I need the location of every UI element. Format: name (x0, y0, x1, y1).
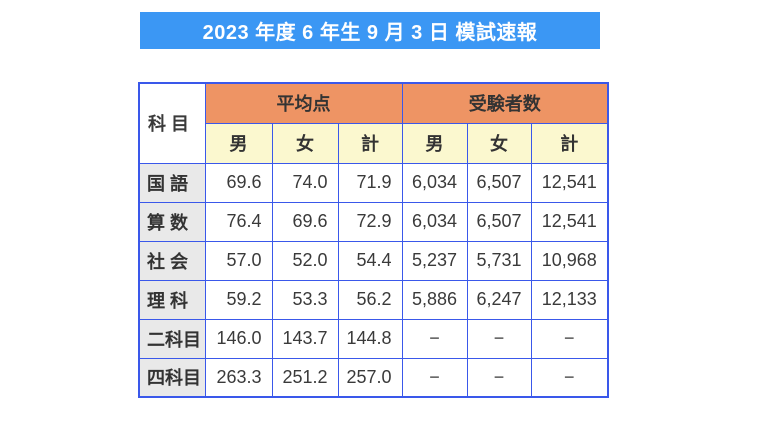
table-row-rika: 理 科 59.2 53.3 56.2 5,886 6,247 12,133 (138, 279, 609, 320)
avg-female-cell: 52.0 (271, 240, 339, 281)
table-row-yonkamoku: 四科目 263.3 251.2 257.0 − − − (138, 357, 609, 398)
report-title: 2023 年度 6 年生 9 月 3 日 模試速報 (202, 22, 538, 44)
cnt-total-cell: 12,541 (530, 162, 609, 203)
avg-male-cell: 146.0 (204, 318, 273, 359)
avg-male-cell: 59.2 (204, 279, 273, 320)
cnt-female-cell: 6,247 (466, 279, 532, 320)
avg-male-cell: 69.6 (204, 162, 273, 203)
results-table: 科 目 平均点 受験者数 男 女 計 男 女 計 国 語 69.6 74.0 7… (138, 82, 609, 398)
group-header-average: 平均点 (204, 82, 403, 124)
avg-female-cell: 143.7 (271, 318, 339, 359)
subject-cell: 算 数 (138, 201, 206, 242)
header-sub-row: 男 女 計 男 女 計 (139, 122, 609, 164)
cnt-male-cell: 5,237 (401, 240, 468, 281)
avg-male-cell: 76.4 (204, 201, 273, 242)
avg-male-cell: 57.0 (204, 240, 273, 281)
avg-female-cell: 74.0 (271, 162, 339, 203)
avg-total-cell: 257.0 (337, 357, 403, 398)
avg-female-cell: 69.6 (271, 201, 339, 242)
subject-cell: 二科目 (138, 318, 206, 359)
cnt-total-cell: 12,541 (530, 201, 609, 242)
cnt-male-cell: − (401, 357, 468, 398)
subheader-cnt-female: 女 (466, 122, 532, 164)
avg-total-cell: 144.8 (337, 318, 403, 359)
subheader-cnt-male: 男 (401, 122, 468, 164)
avg-female-cell: 251.2 (271, 357, 339, 398)
cnt-male-cell: − (401, 318, 468, 359)
table-row-nikamoku: 二科目 146.0 143.7 144.8 − − − (138, 318, 609, 359)
cnt-female-cell: 6,507 (466, 162, 532, 203)
cnt-male-cell: 6,034 (401, 162, 468, 203)
cnt-total-cell: − (530, 318, 609, 359)
cnt-female-cell: − (466, 318, 532, 359)
cnt-total-cell: 10,968 (530, 240, 609, 281)
cnt-total-cell: − (530, 357, 609, 398)
group-header-examinees: 受験者数 (401, 82, 609, 124)
cnt-female-cell: 5,731 (466, 240, 532, 281)
avg-total-cell: 71.9 (337, 162, 403, 203)
avg-total-cell: 72.9 (337, 201, 403, 242)
avg-total-cell: 56.2 (337, 279, 403, 320)
table-row-kokugo: 国 語 69.6 74.0 71.9 6,034 6,507 12,541 (138, 162, 609, 203)
subheader-avg-male: 男 (204, 122, 273, 164)
cnt-female-cell: − (466, 357, 532, 398)
table-row-shakai: 社 会 57.0 52.0 54.4 5,237 5,731 10,968 (138, 240, 609, 281)
table-row-sansu: 算 数 76.4 69.6 72.9 6,034 6,507 12,541 (138, 201, 609, 242)
subject-cell: 国 語 (138, 162, 206, 203)
avg-female-cell: 53.3 (271, 279, 339, 320)
subheader-avg-total: 計 (337, 122, 403, 164)
subheader-cnt-total: 計 (530, 122, 609, 164)
avg-total-cell: 54.4 (337, 240, 403, 281)
avg-male-cell: 263.3 (204, 357, 273, 398)
cnt-male-cell: 5,886 (401, 279, 468, 320)
cnt-total-cell: 12,133 (530, 279, 609, 320)
corner-header-subject: 科 目 (138, 82, 206, 164)
subject-cell: 四科目 (138, 357, 206, 398)
cnt-male-cell: 6,034 (401, 201, 468, 242)
report-title-banner: 2023 年度 6 年生 9 月 3 日 模試速報 (140, 12, 600, 49)
header-group-row: 科 目 平均点 受験者数 (138, 82, 609, 164)
subject-cell: 社 会 (138, 240, 206, 281)
subheader-avg-female: 女 (271, 122, 339, 164)
cnt-female-cell: 6,507 (466, 201, 532, 242)
subject-cell: 理 科 (138, 279, 206, 320)
